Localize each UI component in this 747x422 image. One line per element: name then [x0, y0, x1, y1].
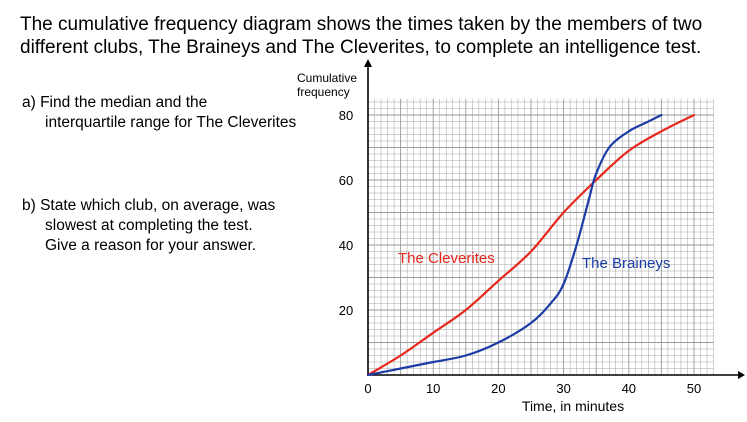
- question-a: a) Find the median and the interquartile…: [22, 93, 296, 133]
- y-axis-label: Cumulative: [297, 71, 357, 85]
- labels: 0 10 20 30 40 50 20 40 60 80 Time, in minutes Cumul…: [297, 71, 701, 414]
- question-b-line-2: slowest at completing the test.: [45, 217, 253, 234]
- y-tick-label: 40: [339, 238, 353, 253]
- x-tick-label: 0: [364, 381, 371, 396]
- series-line-the-braineys: [366, 113, 663, 377]
- y-tick-label: 20: [339, 303, 353, 318]
- question-b: b) State which club, on average, was slo…: [22, 196, 275, 256]
- question-b-line-3: Give a reason for your answer.: [45, 237, 257, 254]
- series: [366, 113, 696, 377]
- series-label-the-cleverites: The Cleverites: [398, 250, 495, 267]
- question-a-line-2: interquartile range for The Cleverites: [45, 114, 297, 131]
- intro-text: The cumulative frequency diagram shows t…: [20, 13, 740, 59]
- intro-line-1: The cumulative frequency diagram shows t…: [20, 14, 703, 35]
- x-tick-label: 30: [556, 381, 570, 396]
- grid: [368, 98, 714, 375]
- question-b-line-1: b) State which club, on average, was: [22, 197, 276, 214]
- y-axis-arrow: [364, 59, 372, 67]
- series-line-the-cleverites: [366, 113, 696, 377]
- y-tick-label: 80: [339, 108, 353, 123]
- series-label-the-braineys: The Braineys: [582, 255, 670, 272]
- x-tick-label: 50: [687, 381, 701, 396]
- x-axis-arrow: [738, 371, 745, 379]
- x-tick-label: 40: [622, 381, 636, 396]
- question-a-line-1: a) Find the median and the: [22, 94, 208, 111]
- axes: [364, 59, 745, 379]
- y-tick-label: 60: [339, 173, 353, 188]
- intro-line-2: different clubs, The Braineys and The Cl…: [20, 37, 702, 58]
- x-axis-label: Time, in minutes: [522, 398, 624, 414]
- y-axis-label: frequency: [297, 85, 350, 99]
- x-tick-label: 10: [426, 381, 440, 396]
- x-tick-label: 20: [491, 381, 505, 396]
